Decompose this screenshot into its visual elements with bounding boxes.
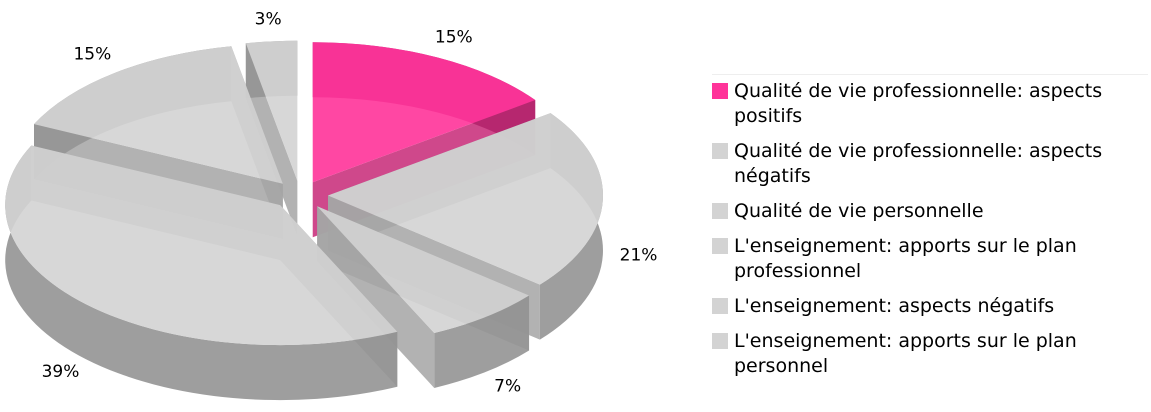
data-label: 7% <box>494 376 521 396</box>
slice <box>5 145 398 346</box>
legend-item: L'enseignement: aspects négatifs <box>712 294 1148 319</box>
slice-inner-wall <box>317 206 435 388</box>
legend-item: L'enseignement: apports sur le plan pers… <box>712 329 1148 379</box>
legend-label: Qualité de vie professionnelle: aspects … <box>734 140 1103 187</box>
data-label: 39% <box>42 362 80 382</box>
slice <box>327 113 603 285</box>
legend-item: Qualité de vie professionnelle: aspects … <box>712 139 1148 189</box>
slice <box>312 42 536 183</box>
legend-swatch <box>712 298 728 314</box>
data-label: 15% <box>435 27 473 47</box>
legend-swatch <box>712 83 728 99</box>
slice-side <box>434 295 530 388</box>
slice <box>245 40 298 181</box>
legend-item: Qualité de vie professionnelle: aspects … <box>712 79 1148 129</box>
slice <box>317 206 530 333</box>
data-label: 15% <box>73 45 111 65</box>
legend-label: Qualité de vie personnelle <box>734 200 984 222</box>
legend-label: L'enseignement: apports sur le plan prof… <box>734 235 1077 282</box>
legend-item: Qualité de vie personnelle <box>712 199 1148 224</box>
legend-swatch <box>712 238 728 254</box>
legend-swatch <box>712 143 728 159</box>
legend-swatch <box>712 203 728 219</box>
chart: 15% 21% 7% 39% 15% 3% <box>5 9 658 401</box>
legend-label: L'enseignement: apports sur le plan pers… <box>734 330 1077 377</box>
legend: Qualité de vie professionnelle: aspects … <box>712 74 1148 389</box>
slice-side <box>5 145 398 401</box>
slice <box>34 46 283 184</box>
legend-swatch <box>712 333 728 349</box>
data-label: 3% <box>255 9 282 29</box>
legend-item: L'enseignement: apports sur le plan prof… <box>712 234 1148 284</box>
legend-label: L'enseignement: aspects négatifs <box>734 295 1055 317</box>
data-label: 21% <box>620 245 658 265</box>
legend-label: Qualité de vie professionnelle: aspects … <box>734 80 1103 127</box>
